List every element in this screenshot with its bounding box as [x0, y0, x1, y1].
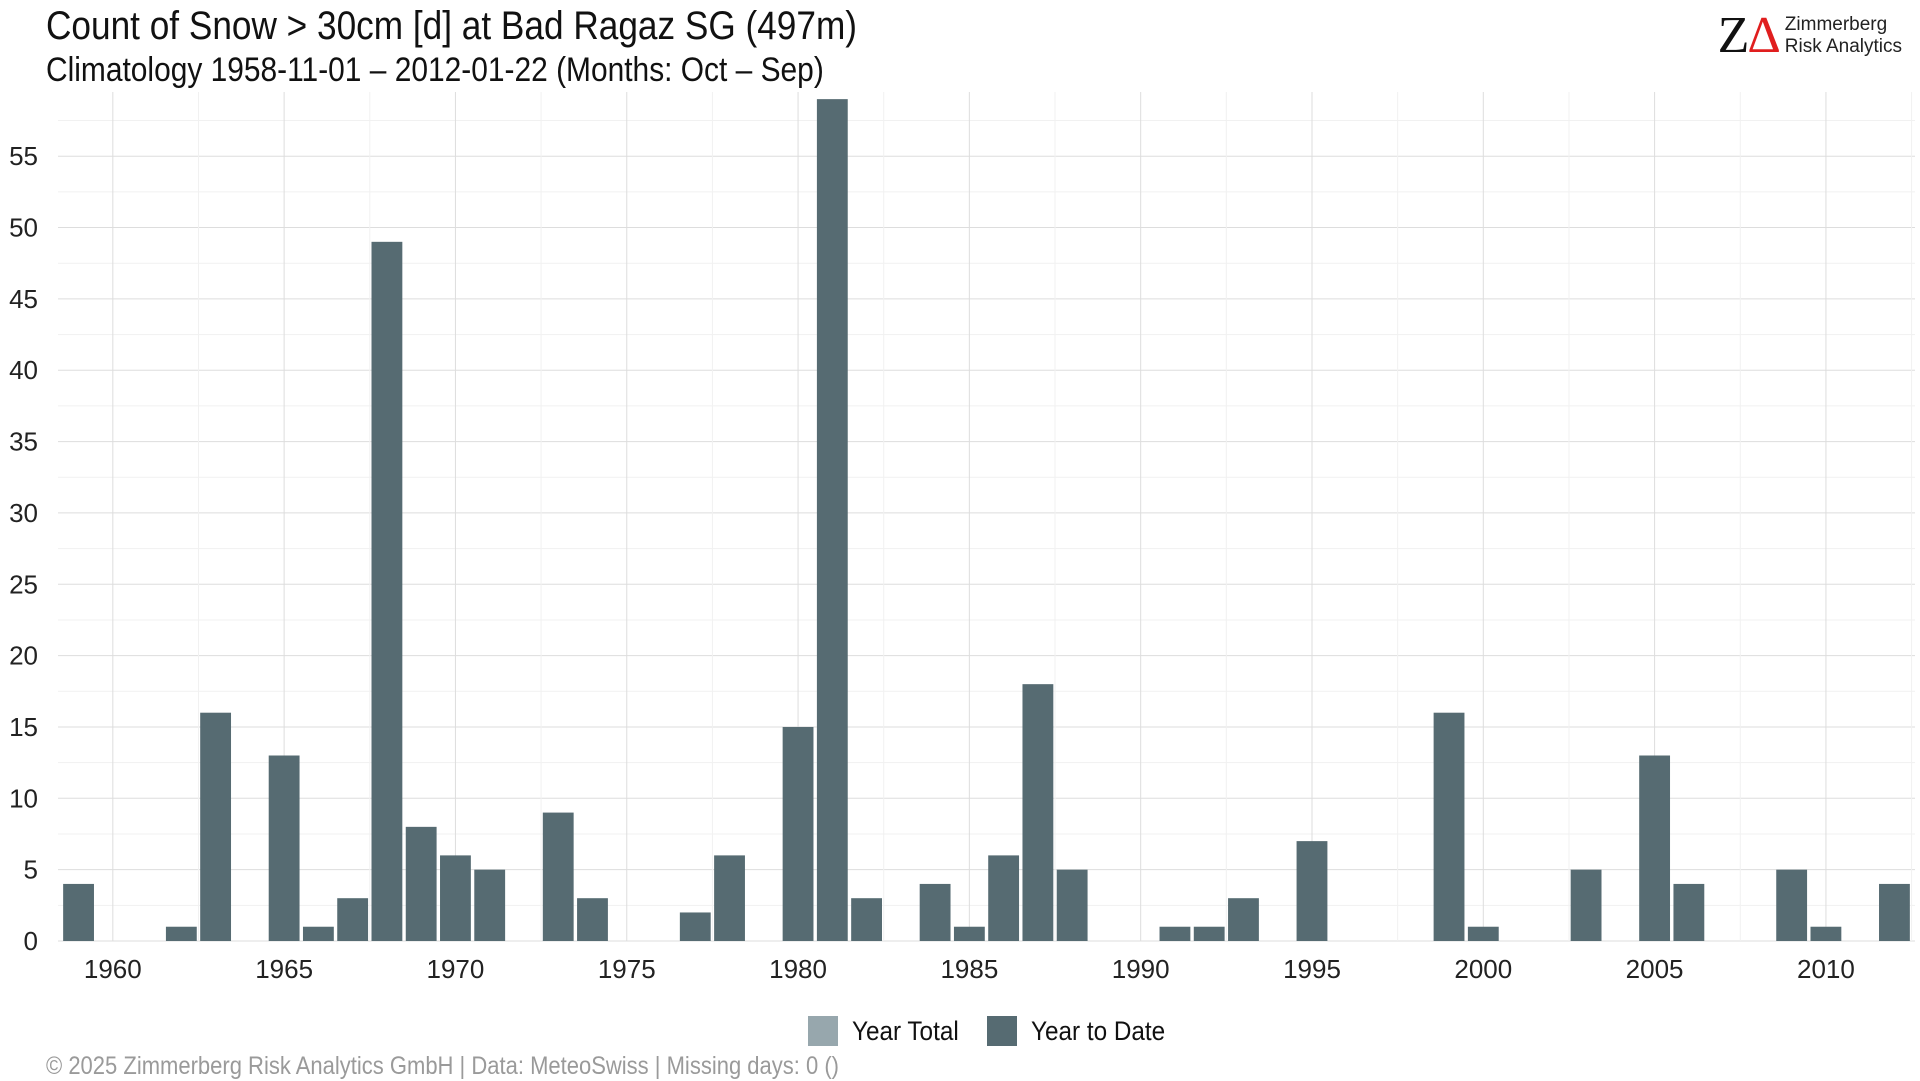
bar: [782, 726, 814, 941]
x-tick-label: 1990: [1112, 954, 1170, 984]
legend-swatch-year-to-date: [986, 1016, 1017, 1046]
bar: [1296, 841, 1328, 941]
bar: [542, 812, 574, 941]
bar: [1193, 926, 1225, 941]
y-tick-label: 25: [9, 569, 38, 599]
bar: [816, 99, 848, 941]
bar: [200, 712, 232, 941]
bar: [1022, 684, 1054, 941]
x-tick-label: 1975: [598, 954, 656, 984]
bar: [1879, 883, 1910, 941]
x-tick-label: 2010: [1797, 954, 1855, 984]
bar: [1228, 898, 1259, 941]
x-tick-label: 2000: [1454, 954, 1512, 984]
x-tick-label: 2005: [1626, 954, 1684, 984]
bar: [405, 826, 437, 941]
bar: [851, 898, 883, 941]
bar: [1639, 755, 1671, 941]
bar: [1570, 869, 1602, 941]
bar: [1673, 883, 1705, 941]
bar: [371, 241, 403, 941]
y-tick-label: 55: [9, 141, 38, 171]
bar: [953, 926, 985, 941]
bar: [988, 855, 1020, 941]
footer-credits: © 2025 Zimmerberg Risk Analytics GmbH | …: [46, 1052, 839, 1080]
bar: [1776, 869, 1808, 941]
legend-item-year-total: Year Total: [808, 1016, 971, 1047]
bar: [474, 869, 506, 941]
y-tick-label: 20: [9, 641, 38, 671]
chart-subtitle: Climatology 1958-11-01 – 2012-01-22 (Mon…: [46, 51, 824, 89]
logo-line-1: Zimmerberg: [1784, 14, 1888, 35]
y-tick-label: 5: [24, 855, 38, 885]
bar: [1056, 869, 1088, 941]
x-tick-label: 1985: [940, 954, 998, 984]
logo-delta-icon: Δ: [1747, 7, 1780, 64]
legend-swatch-year-total: [808, 1016, 838, 1046]
legend-label-year-total: Year Total: [852, 1015, 959, 1046]
bar: [919, 883, 951, 941]
y-tick-label: 15: [9, 712, 38, 742]
y-tick-label: 40: [9, 355, 38, 385]
logo-text: Zimmerberg Risk Analytics: [1785, 14, 1902, 58]
legend-item-year-to-date: Year to Date: [986, 1015, 1180, 1047]
y-tick-label: 45: [9, 284, 38, 314]
x-tick-label: 1980: [769, 954, 827, 984]
company-logo: ZΔ Zimmerberg Risk Analytics: [1718, 8, 1902, 64]
y-tick-label: 35: [9, 427, 38, 457]
chart-title: Count of Snow > 30cm [d] at Bad Ragaz SG…: [46, 4, 858, 48]
bar: [337, 898, 369, 941]
bar: [1467, 926, 1499, 941]
bar: [63, 883, 94, 941]
x-tick-label: 1970: [427, 954, 485, 984]
logo-line-2: Risk Analytics: [1784, 36, 1902, 57]
x-tick-label: 1960: [84, 954, 142, 984]
legend-label-year-to-date: Year to Date: [1030, 1015, 1165, 1046]
bar: [1159, 926, 1191, 941]
logo-mark: ZΔ: [1717, 7, 1781, 64]
bar: [577, 898, 608, 941]
y-tick-label: 10: [9, 783, 38, 813]
bar: [440, 855, 471, 941]
bar: [302, 926, 334, 941]
logo-z: Z: [1717, 7, 1750, 64]
bar: [1810, 926, 1842, 941]
bar: [714, 855, 745, 941]
bar: [268, 755, 300, 941]
x-tick-label: 1995: [1283, 954, 1341, 984]
bar-chart: 0 5 10 15 20 25 30 35 40 45 50 55 1960 1965 1970 1975 19…: [9, 92, 1915, 984]
x-tick-label: 1965: [255, 954, 313, 984]
bar: [679, 912, 711, 941]
y-tick-label: 0: [24, 926, 38, 956]
y-tick-label: 50: [9, 213, 38, 243]
chart-legend: Year Total Year to Date: [808, 1014, 1196, 1048]
bar: [1433, 712, 1465, 941]
bar: [165, 926, 197, 941]
y-tick-label: 30: [9, 498, 38, 528]
